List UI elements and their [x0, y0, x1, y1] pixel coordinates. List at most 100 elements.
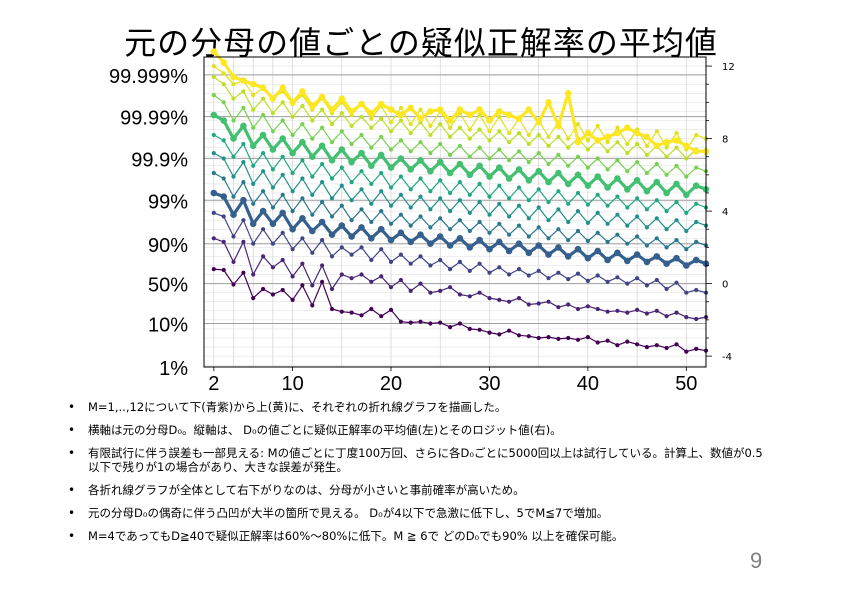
- data-point: [525, 177, 533, 184]
- data-point: [457, 218, 462, 223]
- data-point: [516, 296, 522, 301]
- data-point: [644, 243, 650, 248]
- series-5: [211, 170, 709, 252]
- data-point: [477, 112, 482, 118]
- data-point: [673, 137, 680, 144]
- data-point: [497, 265, 502, 270]
- data-point: [526, 273, 531, 278]
- data-point: [684, 210, 689, 215]
- data-point: [546, 143, 551, 148]
- data-point: [338, 146, 346, 153]
- data-point: [654, 129, 659, 134]
- data-point: [635, 307, 640, 312]
- data-point: [407, 166, 415, 173]
- data-point: [300, 103, 305, 108]
- data-point: [585, 138, 591, 143]
- data-point: [320, 180, 325, 185]
- data-point: [310, 212, 315, 217]
- data-point: [536, 301, 541, 306]
- data-point: [339, 129, 344, 134]
- data-point: [290, 132, 295, 138]
- data-point: [486, 117, 493, 124]
- data-point: [585, 165, 591, 170]
- data-point: [575, 154, 581, 159]
- data-point: [349, 198, 354, 203]
- data-point: [398, 138, 403, 143]
- data-point: [339, 309, 344, 314]
- data-point: [388, 285, 394, 290]
- data-point: [635, 160, 640, 165]
- data-point: [418, 140, 423, 145]
- data-point: [625, 339, 630, 344]
- data-point: [467, 326, 472, 331]
- x-tick-label: 50: [675, 373, 697, 395]
- data-point: [251, 163, 256, 168]
- data-point: [604, 184, 611, 191]
- data-point: [280, 192, 285, 197]
- data-point: [615, 308, 620, 313]
- data-point: [456, 235, 464, 242]
- data-point: [448, 267, 453, 272]
- data-point: [349, 252, 354, 257]
- data-point: [516, 149, 522, 154]
- data-point: [536, 151, 541, 156]
- data-point: [436, 106, 444, 113]
- data-point: [692, 148, 700, 155]
- data-point: [289, 99, 296, 106]
- data-point: [221, 176, 226, 181]
- data-point: [664, 154, 669, 159]
- data-point: [633, 251, 641, 258]
- data-point: [318, 93, 326, 101]
- data-point: [310, 118, 315, 123]
- data-point: [507, 299, 512, 304]
- data-point: [585, 278, 591, 283]
- data-point: [320, 238, 325, 243]
- data-point: [674, 280, 679, 285]
- bullet-item: 各折れ線グラフが全体として右下がりなのは、分母が小さいと事前確率が高いため。: [66, 483, 766, 497]
- y-tick-label: 50%: [148, 275, 188, 297]
- series-3: [211, 210, 709, 295]
- data-point: [497, 201, 502, 206]
- data-point: [605, 239, 610, 244]
- data-point: [290, 114, 295, 119]
- data-point: [615, 212, 620, 217]
- data-point: [438, 320, 443, 325]
- data-point: [388, 259, 394, 264]
- data-point: [289, 149, 296, 157]
- data-point: [625, 151, 630, 156]
- data-point: [388, 307, 394, 312]
- data-point: [654, 277, 659, 283]
- x-tick-label: 20: [380, 373, 402, 395]
- data-point: [418, 194, 423, 199]
- data-point: [211, 151, 216, 156]
- data-point: [379, 134, 384, 139]
- data-point: [556, 152, 561, 157]
- data-point: [497, 183, 502, 188]
- data-point: [624, 124, 631, 131]
- data-point: [368, 162, 375, 170]
- data-point: [379, 274, 384, 279]
- x-tick-label: 10: [281, 373, 303, 395]
- data-point: [320, 263, 325, 268]
- data-point: [427, 108, 434, 115]
- data-point: [664, 314, 669, 319]
- data-point: [477, 127, 482, 132]
- data-point: [575, 122, 581, 127]
- data-point: [261, 112, 266, 118]
- data-point: [448, 325, 453, 330]
- left-y-axis: 1% 10% 50% 90% 99% 99.9% 99.99% 99.999%: [109, 66, 188, 380]
- x-tick-label: 30: [478, 373, 500, 395]
- data-point: [564, 180, 572, 188]
- data-point: [456, 106, 464, 113]
- data-point: [418, 176, 423, 181]
- data-point: [673, 180, 680, 188]
- data-point: [310, 136, 315, 141]
- data-point: [259, 207, 267, 215]
- data-point: [329, 196, 335, 201]
- data-point: [615, 158, 620, 163]
- data-point: [231, 82, 236, 87]
- data-point: [379, 189, 384, 194]
- data-point: [320, 279, 325, 284]
- data-point: [674, 199, 679, 205]
- data-point: [428, 207, 433, 212]
